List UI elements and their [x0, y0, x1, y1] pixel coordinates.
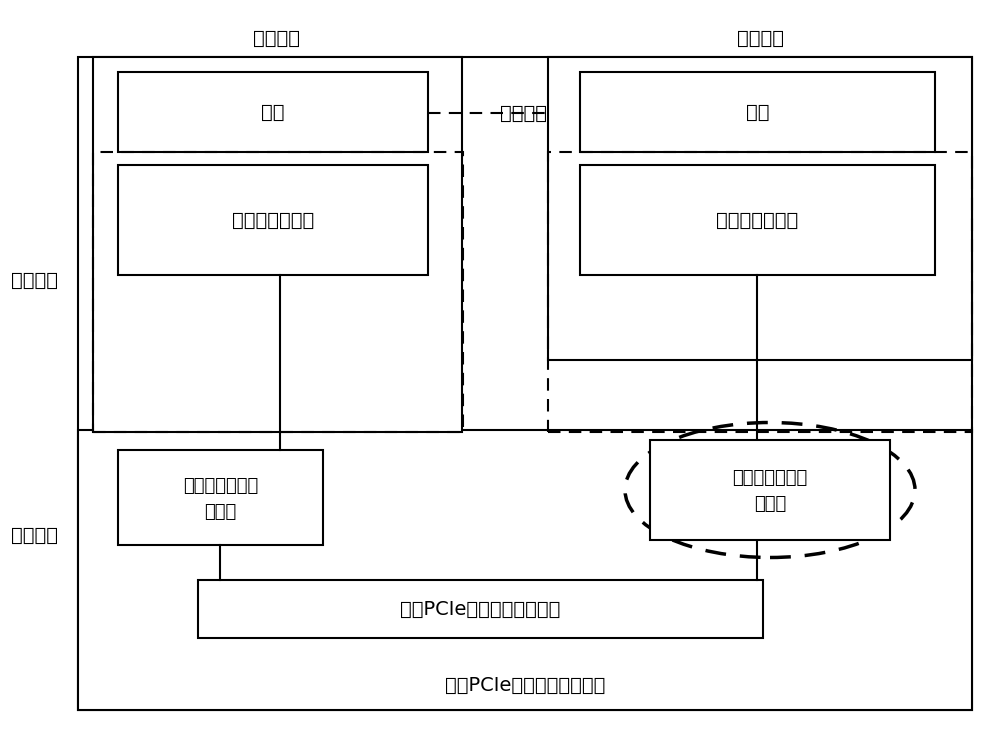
- Text: 通信运行时环境: 通信运行时环境: [232, 210, 314, 229]
- Bar: [548, 57, 972, 360]
- Bar: [93, 152, 463, 432]
- Bar: [93, 57, 462, 432]
- Text: 高性能网络接口: 高性能网络接口: [183, 476, 258, 495]
- Text: 基于PCIe的融合互连控制器: 基于PCIe的融合互连控制器: [445, 675, 605, 695]
- Text: 高性能网络接口: 高性能网络接口: [732, 469, 808, 487]
- Bar: [78, 57, 972, 710]
- Text: 计算单元: 计算单元: [254, 29, 300, 48]
- Bar: [580, 72, 935, 152]
- Text: 硬件平台: 硬件平台: [12, 526, 58, 545]
- Bar: [78, 430, 972, 710]
- Bar: [118, 165, 428, 275]
- Text: 软件平台: 软件平台: [12, 270, 58, 290]
- Bar: [118, 72, 428, 152]
- Text: 控制器: 控制器: [754, 495, 786, 513]
- Bar: [580, 165, 935, 275]
- Bar: [548, 152, 972, 432]
- Text: 应用: 应用: [261, 102, 285, 121]
- Bar: [118, 450, 323, 545]
- Text: 控制器: 控制器: [204, 503, 237, 520]
- Text: 通信运行时环境: 通信运行时环境: [716, 210, 799, 229]
- Text: 应用: 应用: [746, 102, 769, 121]
- Bar: [198, 580, 763, 638]
- Text: 基于PCIe的融合互连交换机: 基于PCIe的融合互连交换机: [400, 600, 561, 618]
- Text: 通信接口: 通信接口: [500, 104, 547, 123]
- Bar: [650, 440, 890, 540]
- Text: 计算单元: 计算单元: [736, 29, 784, 48]
